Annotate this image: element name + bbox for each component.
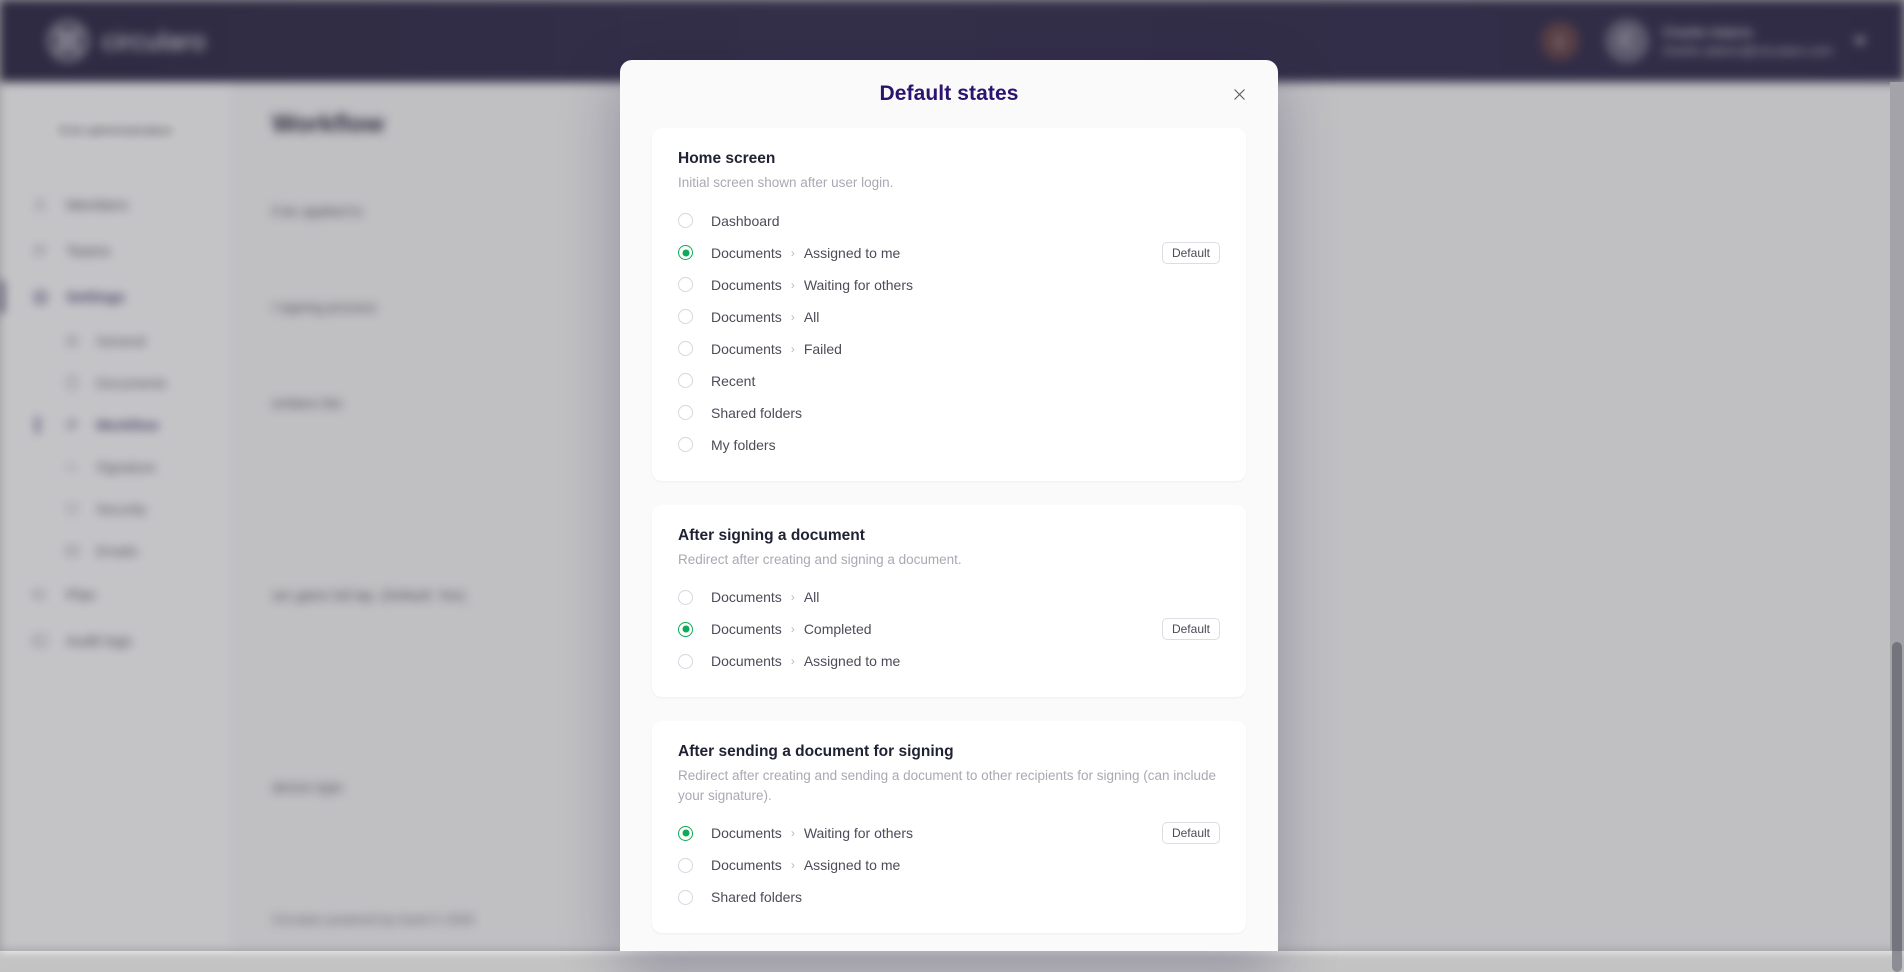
option-label: Documents › Completed <box>711 621 872 637</box>
radio-option-row[interactable]: Documents › Waiting for others <box>678 269 1220 301</box>
option-label: Documents › All <box>711 309 819 325</box>
radio-button-selected[interactable] <box>678 622 693 637</box>
settings-card: Home screen Initial screen shown after us… <box>652 128 1246 481</box>
radio-button-selected[interactable] <box>678 826 693 841</box>
radio-button[interactable] <box>678 277 693 292</box>
option-child: Waiting for others <box>804 825 913 841</box>
option-child: Assigned to me <box>804 245 901 261</box>
option-label: Documents › Assigned to me <box>711 653 900 669</box>
default-states-modal: Default states Home screen Initial screen… <box>620 60 1278 951</box>
chevron-right-icon: › <box>791 859 795 871</box>
radio-option-row[interactable]: Recent <box>678 365 1220 397</box>
radio-option-row[interactable]: Dashboard <box>678 205 1220 237</box>
option-label: Shared folders <box>711 405 802 421</box>
option-label: Documents › Waiting for others <box>711 825 913 841</box>
chevron-right-icon: › <box>791 623 795 635</box>
radio-option-row[interactable]: Documents › Completed Default <box>678 613 1220 645</box>
option-label: Documents › Waiting for others <box>711 277 913 293</box>
option-child: All <box>804 589 820 605</box>
card-description: Redirect after creating and signing a do… <box>678 550 1220 570</box>
option-parent: Documents <box>711 309 782 325</box>
settings-card: After signing a document Redirect after c… <box>652 505 1246 698</box>
radio-button-selected[interactable] <box>678 245 693 260</box>
default-badge: Default <box>1162 242 1220 264</box>
radio-option-row[interactable]: Shared folders <box>678 881 1220 913</box>
option-label: Documents › Assigned to me <box>711 245 900 261</box>
modal-header: Default states <box>620 60 1278 128</box>
radio-option-row[interactable]: Shared folders <box>678 397 1220 429</box>
modal-body: Home screen Initial screen shown after us… <box>620 128 1278 951</box>
chevron-right-icon: › <box>791 343 795 355</box>
radio-option-row[interactable]: Documents › Waiting for others Default <box>678 817 1220 849</box>
modal-title: Default states <box>879 82 1018 106</box>
radio-option-row[interactable]: Documents › All <box>678 301 1220 333</box>
chevron-right-icon: › <box>791 591 795 603</box>
chevron-right-icon: › <box>791 247 795 259</box>
card-title: After signing a document <box>678 527 1220 545</box>
radio-button[interactable] <box>678 405 693 420</box>
card-description: Initial screen shown after user login. <box>678 173 1220 193</box>
card-title: After sending a document for signing <box>678 743 1220 761</box>
option-parent: Documents <box>711 245 782 261</box>
radio-button[interactable] <box>678 858 693 873</box>
option-label: Documents › Assigned to me <box>711 857 900 873</box>
chevron-right-icon: › <box>791 311 795 323</box>
radio-button[interactable] <box>678 590 693 605</box>
option-label: Documents › Failed <box>711 341 842 357</box>
option-child: Assigned to me <box>804 653 901 669</box>
default-badge: Default <box>1162 822 1220 844</box>
card-description: Redirect after creating and sending a do… <box>678 766 1220 805</box>
option-parent: Dashboard <box>711 213 780 229</box>
option-label: My folders <box>711 437 776 453</box>
chevron-right-icon: › <box>791 827 795 839</box>
chevron-right-icon: › <box>791 279 795 291</box>
radio-option-row[interactable]: Documents › Failed <box>678 333 1220 365</box>
radio-option-row[interactable]: Documents › All <box>678 581 1220 613</box>
option-label: Shared folders <box>711 889 802 905</box>
radio-button[interactable] <box>678 213 693 228</box>
option-parent: My folders <box>711 437 776 453</box>
option-parent: Shared folders <box>711 405 802 421</box>
radio-option-row[interactable]: Documents › Assigned to me Default <box>678 237 1220 269</box>
radio-option-row[interactable]: Documents › Assigned to me <box>678 849 1220 881</box>
default-badge: Default <box>1162 618 1220 640</box>
option-parent: Documents <box>711 825 782 841</box>
option-child: All <box>804 309 820 325</box>
option-parent: Documents <box>711 621 782 637</box>
card-title: Home screen <box>678 150 1220 168</box>
option-child: Failed <box>804 341 842 357</box>
radio-button[interactable] <box>678 654 693 669</box>
settings-card: After sending a document for signing Redi… <box>652 721 1246 933</box>
radio-button[interactable] <box>678 437 693 452</box>
close-icon[interactable] <box>1224 79 1254 109</box>
option-parent: Documents <box>711 857 782 873</box>
option-child: Waiting for others <box>804 277 913 293</box>
option-parent: Documents <box>711 589 782 605</box>
option-parent: Documents <box>711 277 782 293</box>
option-label: Dashboard <box>711 213 780 229</box>
radio-button[interactable] <box>678 373 693 388</box>
radio-button[interactable] <box>678 309 693 324</box>
option-child: Assigned to me <box>804 857 901 873</box>
option-parent: Recent <box>711 373 755 389</box>
option-parent: Documents <box>711 341 782 357</box>
radio-button[interactable] <box>678 341 693 356</box>
option-parent: Documents <box>711 653 782 669</box>
radio-option-row[interactable]: My folders <box>678 429 1220 461</box>
option-label: Documents › All <box>711 589 819 605</box>
chevron-right-icon: › <box>791 655 795 667</box>
radio-button[interactable] <box>678 890 693 905</box>
option-child: Completed <box>804 621 872 637</box>
option-label: Recent <box>711 373 755 389</box>
option-parent: Shared folders <box>711 889 802 905</box>
radio-option-row[interactable]: Documents › Assigned to me <box>678 645 1220 677</box>
